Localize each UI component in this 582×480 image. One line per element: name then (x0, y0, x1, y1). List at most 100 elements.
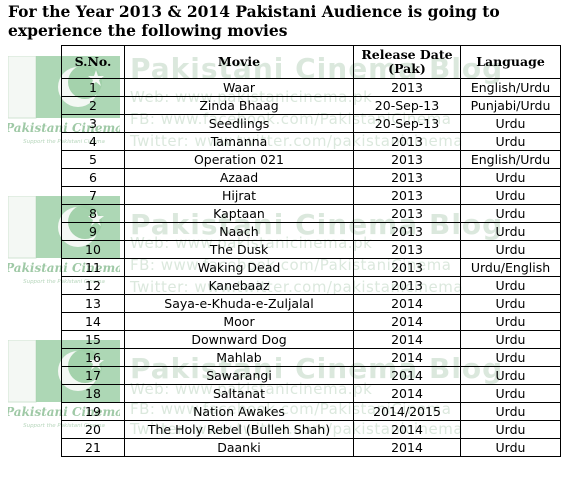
cell-sno: 2 (61, 96, 125, 115)
cell-sno: 17 (61, 366, 125, 385)
cell-sno: 5 (61, 150, 125, 169)
header-release-line2: (Pak) (388, 61, 426, 76)
table-row: 17 Sawarangi 2014 Urdu (61, 366, 561, 385)
cell-release-date: 2013 (353, 240, 461, 259)
cell-language: Urdu (460, 222, 561, 241)
cell-language: Urdu (460, 132, 561, 151)
cell-language: Urdu (460, 186, 561, 205)
cell-release-date: 2013 (353, 222, 461, 241)
cell-language: English/Urdu (460, 150, 561, 169)
cell-language: Urdu (460, 276, 561, 295)
cell-language: Urdu (460, 114, 561, 133)
movies-table: S.No. Movie Release Date (Pak) Language … (61, 45, 561, 457)
table-row: 19 Nation Awakes 2014/2015 Urdu (61, 402, 561, 421)
table-row: 12 Kanebaaz 2013 Urdu (61, 276, 561, 295)
cell-sno: 1 (61, 78, 125, 97)
page-title: For the Year 2013 & 2014 Pakistani Audie… (8, 2, 500, 40)
cell-movie: Waar (124, 78, 354, 97)
cell-language: Urdu (460, 330, 561, 349)
cell-sno: 7 (61, 186, 125, 205)
cell-release-date: 2014 (353, 366, 461, 385)
cell-movie: Downward Dog (124, 330, 354, 349)
cell-release-date: 2014 (353, 348, 461, 367)
cell-language: Urdu (460, 168, 561, 187)
cell-release-date: 2014 (353, 312, 461, 331)
table-row: 4 Tamanna 2013 Urdu (61, 132, 561, 151)
cell-language: Urdu/English (460, 258, 561, 277)
cell-sno: 10 (61, 240, 125, 259)
table-row: 7 Hijrat 2013 Urdu (61, 186, 561, 205)
table-row: 13 Saya-e-Khuda-e-Zuljalal 2014 Urdu (61, 294, 561, 313)
cell-sno: 19 (61, 402, 125, 421)
cell-language: Urdu (460, 294, 561, 313)
cell-release-date: 2014 (353, 384, 461, 403)
cell-release-date: 2013 (353, 150, 461, 169)
header-movie: Movie (124, 45, 354, 79)
cell-movie: Naach (124, 222, 354, 241)
cell-sno: 9 (61, 222, 125, 241)
cell-movie: The Dusk (124, 240, 354, 259)
cell-release-date: 20-Sep-13 (353, 114, 461, 133)
cell-movie: Tamanna (124, 132, 354, 151)
table-header-row: S.No. Movie Release Date (Pak) Language (61, 45, 561, 79)
cell-movie: Hijrat (124, 186, 354, 205)
cell-language: Urdu (460, 312, 561, 331)
cell-release-date: 2013 (353, 168, 461, 187)
cell-movie: Operation 021 (124, 150, 354, 169)
cell-movie: Saltanat (124, 384, 354, 403)
header-release-date: Release Date (Pak) (353, 45, 461, 79)
cell-release-date: 2014 (353, 420, 461, 439)
cell-sno: 12 (61, 276, 125, 295)
cell-release-date: 2013 (353, 276, 461, 295)
cell-sno: 15 (61, 330, 125, 349)
cell-movie: Moor (124, 312, 354, 331)
cell-release-date: 2013 (353, 78, 461, 97)
table-row: 3 Seedlings 20-Sep-13 Urdu (61, 114, 561, 133)
cell-sno: 14 (61, 312, 125, 331)
table-row: 14 Moor 2014 Urdu (61, 312, 561, 331)
table-row: 20 The Holy Rebel (Bulleh Shah) 2014 Urdu (61, 420, 561, 439)
table-row: 21 Daanki 2014 Urdu (61, 438, 561, 457)
cell-movie: Seedlings (124, 114, 354, 133)
cell-release-date: 2014 (353, 438, 461, 457)
cell-release-date: 2013 (353, 258, 461, 277)
cell-movie: Mahlab (124, 348, 354, 367)
cell-movie: Kanebaaz (124, 276, 354, 295)
table-row: 6 Azaad 2013 Urdu (61, 168, 561, 187)
cell-sno: 16 (61, 348, 125, 367)
table-row: 11 Waking Dead 2013 Urdu/English (61, 258, 561, 277)
header-sno: S.No. (61, 45, 125, 79)
header-release-line1: Release Date (361, 47, 453, 62)
table-row: 18 Saltanat 2014 Urdu (61, 384, 561, 403)
cell-language: Punjabi/Urdu (460, 96, 561, 115)
cell-sno: 13 (61, 294, 125, 313)
cell-release-date: 20-Sep-13 (353, 96, 461, 115)
table-row: 2 Zinda Bhaag 20-Sep-13 Punjabi/Urdu (61, 96, 561, 115)
cell-sno: 18 (61, 384, 125, 403)
cell-language: Urdu (460, 384, 561, 403)
table-row: 8 Kaptaan 2013 Urdu (61, 204, 561, 223)
cell-release-date: 2014 (353, 294, 461, 313)
cell-language: English/Urdu (460, 78, 561, 97)
table-row: 1 Waar 2013 English/Urdu (61, 78, 561, 97)
cell-language: Urdu (460, 366, 561, 385)
cell-movie: Kaptaan (124, 204, 354, 223)
cell-language: Urdu (460, 240, 561, 259)
cell-sno: 8 (61, 204, 125, 223)
cell-sno: 21 (61, 438, 125, 457)
cell-language: Urdu (460, 420, 561, 439)
cell-movie: Azaad (124, 168, 354, 187)
cell-release-date: 2014/2015 (353, 402, 461, 421)
cell-movie: Daanki (124, 438, 354, 457)
header-language: Language (460, 45, 561, 79)
cell-release-date: 2013 (353, 204, 461, 223)
cell-sno: 11 (61, 258, 125, 277)
table-row: 5 Operation 021 2013 English/Urdu (61, 150, 561, 169)
table-row: 16 Mahlab 2014 Urdu (61, 348, 561, 367)
cell-movie: Saya-e-Khuda-e-Zuljalal (124, 294, 354, 313)
table-row: 15 Downward Dog 2014 Urdu (61, 330, 561, 349)
cell-movie: The Holy Rebel (Bulleh Shah) (124, 420, 354, 439)
cell-movie: Waking Dead (124, 258, 354, 277)
cell-language: Urdu (460, 438, 561, 457)
cell-sno: 6 (61, 168, 125, 187)
